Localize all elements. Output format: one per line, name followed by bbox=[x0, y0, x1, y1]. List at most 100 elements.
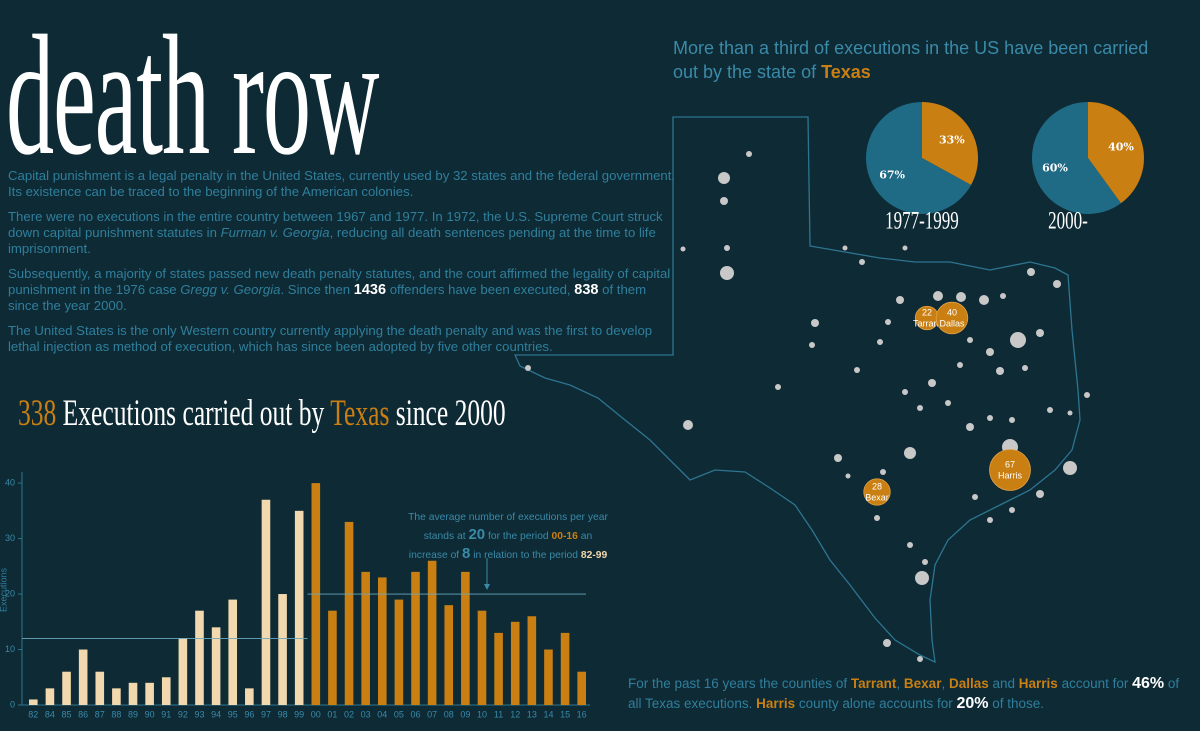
bar bbox=[477, 610, 487, 705]
text-segment: since 2000 bbox=[395, 393, 506, 434]
bar bbox=[494, 632, 503, 705]
text-segment: account for bbox=[1057, 676, 1133, 691]
bar bbox=[62, 671, 71, 705]
text-segment: . Since then bbox=[280, 282, 354, 297]
x-tick-label: 92 bbox=[178, 709, 188, 719]
text-segment: , bbox=[896, 676, 904, 691]
bar bbox=[145, 682, 154, 705]
text-segment: for the period bbox=[485, 531, 552, 542]
text-segment: Executions carried out by bbox=[62, 393, 331, 434]
text-segment: Subsequently, a majority of states passe… bbox=[8, 266, 671, 297]
text-segment: of them since the year 2000. bbox=[8, 282, 647, 313]
x-tick-label: 01 bbox=[327, 709, 337, 719]
x-tick-label: 07 bbox=[427, 709, 437, 719]
text-segment: in relation to the period bbox=[470, 550, 581, 561]
bar bbox=[178, 638, 188, 705]
bar bbox=[394, 599, 404, 705]
bar bbox=[29, 699, 38, 705]
bar bbox=[328, 610, 337, 705]
x-tick-label: 09 bbox=[460, 709, 470, 719]
county-name: Bexar bbox=[865, 492, 889, 502]
text-segment: , reducing all death sentences pending a… bbox=[8, 225, 656, 256]
county-dots bbox=[525, 151, 1090, 662]
county-value: 22 bbox=[922, 307, 932, 317]
intro-text: Capital punishment is a legal penalty in… bbox=[8, 168, 676, 364]
x-tick-label: 00 bbox=[311, 709, 321, 719]
x-tick-label: 91 bbox=[161, 709, 171, 719]
pie-label: 67% bbox=[879, 169, 905, 182]
text-segment: The United States is the only Western co… bbox=[8, 323, 653, 354]
bar bbox=[361, 571, 370, 705]
x-tick-label: 90 bbox=[145, 709, 155, 719]
text-segment: of those. bbox=[988, 696, 1045, 711]
county-bubble bbox=[989, 449, 1031, 491]
bar bbox=[577, 671, 586, 705]
x-tick-label: 94 bbox=[211, 709, 221, 719]
pie-slice bbox=[1088, 102, 1145, 204]
text-segment: of all Texas executions. bbox=[628, 676, 1180, 711]
x-tick-label: 10 bbox=[477, 709, 487, 719]
text-segment: Texas bbox=[821, 62, 871, 82]
text-segment: Tarrant bbox=[850, 676, 897, 691]
county-value: 28 bbox=[872, 481, 882, 491]
text-segment: For the past 16 years the counties of bbox=[628, 676, 851, 691]
main-title: death row bbox=[6, 1, 380, 191]
bar bbox=[211, 627, 221, 705]
bar bbox=[344, 521, 354, 705]
county-name: Harris bbox=[998, 470, 1022, 480]
pie-title: More than a third of executions in the U… bbox=[673, 36, 1173, 84]
x-tick-label: 84 bbox=[45, 709, 55, 719]
county-bubble bbox=[935, 301, 969, 335]
bar bbox=[45, 688, 55, 705]
county-value: 67 bbox=[1005, 459, 1015, 469]
x-tick-label: 12 bbox=[510, 709, 520, 719]
bar bbox=[411, 571, 420, 705]
text-segment: an increase of bbox=[408, 531, 593, 561]
x-tick-label: 87 bbox=[95, 709, 105, 719]
text-segment: offenders have been executed, bbox=[386, 282, 575, 297]
annotation: The average number of executions per yea… bbox=[408, 509, 608, 564]
pie-slice bbox=[1032, 102, 1121, 214]
text-segment: 82-99 bbox=[580, 550, 608, 561]
text-segment: The average number of executions per yea… bbox=[408, 512, 608, 542]
text-segment: Furman v. Georgia bbox=[220, 225, 330, 240]
x-tick-label: 89 bbox=[128, 709, 138, 719]
paragraph: Capital punishment is a legal penalty in… bbox=[8, 168, 676, 200]
bar bbox=[112, 688, 121, 705]
bar bbox=[294, 510, 304, 705]
x-tick-label: 86 bbox=[78, 709, 88, 719]
text-segment: Harris bbox=[756, 696, 796, 711]
bar bbox=[161, 677, 171, 705]
pie-label: 33% bbox=[939, 133, 965, 146]
text-segment: 1436 bbox=[353, 282, 387, 298]
text-segment: and bbox=[988, 676, 1019, 691]
pie-caption: 2000- bbox=[1048, 207, 1088, 235]
y-tick-label: 40 bbox=[5, 477, 15, 487]
pie-label: 60% bbox=[1042, 162, 1068, 175]
bar bbox=[78, 649, 88, 705]
text-segment: 20 bbox=[468, 526, 486, 543]
bar bbox=[461, 571, 470, 705]
bar bbox=[377, 577, 387, 705]
x-tick-label: 95 bbox=[228, 709, 238, 719]
text-segment: county alone accounts for bbox=[795, 696, 957, 711]
x-tick-label: 16 bbox=[577, 709, 587, 719]
bar bbox=[544, 649, 553, 705]
county-value: 40 bbox=[947, 307, 957, 317]
text-segment: There were no executions in the entire c… bbox=[8, 209, 663, 240]
x-tick-label: 82 bbox=[28, 709, 38, 719]
bar bbox=[128, 682, 138, 705]
text-segment: Capital punishment is a legal penalty in… bbox=[8, 168, 676, 199]
footer-text: For the past 16 years the counties of Ta… bbox=[628, 674, 1188, 714]
x-tick-label: 88 bbox=[111, 709, 121, 719]
text-segment: 338 bbox=[18, 393, 63, 434]
paragraph: There were no executions in the entire c… bbox=[8, 209, 676, 257]
pie-slice bbox=[865, 102, 972, 214]
text-segment: , bbox=[941, 676, 949, 691]
x-tick-label: 02 bbox=[344, 709, 354, 719]
x-tick-label: 03 bbox=[361, 709, 371, 719]
paragraph: The United States is the only Western co… bbox=[8, 323, 676, 355]
texas-outline bbox=[513, 116, 1081, 664]
